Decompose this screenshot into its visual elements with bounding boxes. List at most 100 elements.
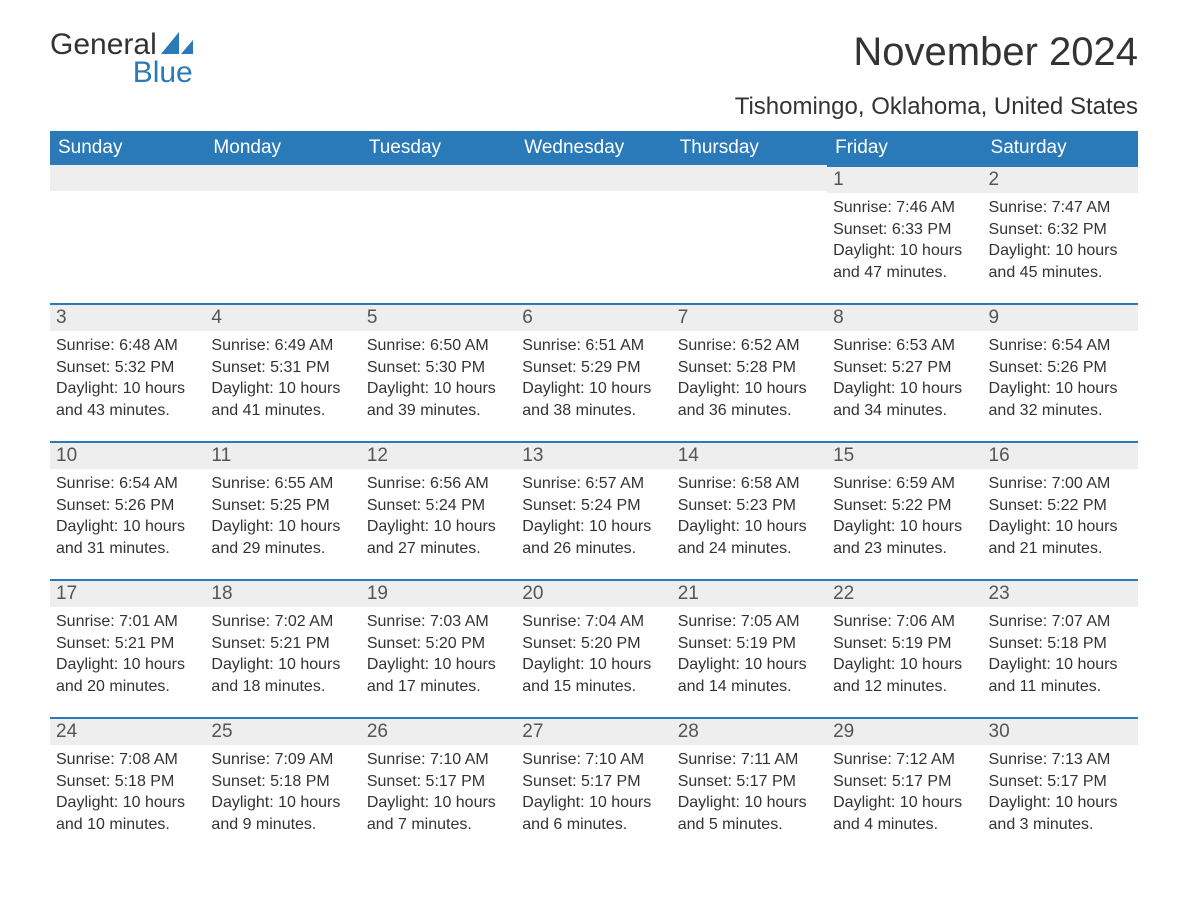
day-cell: 8Sunrise: 6:53 AMSunset: 5:27 PMDaylight…: [827, 303, 982, 441]
logo: General Blue: [50, 30, 193, 88]
daylight-text: Daylight: 10 hours and 39 minutes.: [367, 378, 510, 421]
day-cell: 12Sunrise: 6:56 AMSunset: 5:24 PMDayligh…: [361, 441, 516, 579]
sunset-text: Sunset: 6:33 PM: [833, 219, 976, 241]
empty-cell: [50, 165, 205, 303]
day-details: Sunrise: 7:05 AMSunset: 5:19 PMDaylight:…: [672, 607, 827, 701]
sunrise-text: Sunrise: 7:02 AM: [211, 611, 354, 633]
day-cell: 9Sunrise: 6:54 AMSunset: 5:26 PMDaylight…: [983, 303, 1138, 441]
daylight-text: Daylight: 10 hours and 31 minutes.: [56, 516, 199, 559]
calendar-head: SundayMondayTuesdayWednesdayThursdayFrid…: [50, 131, 1138, 165]
page-header: General Blue November 2024 Tishomingo, O…: [50, 30, 1138, 121]
sunrise-text: Sunrise: 7:05 AM: [678, 611, 821, 633]
sunset-text: Sunset: 5:18 PM: [989, 633, 1132, 655]
sunset-text: Sunset: 5:27 PM: [833, 357, 976, 379]
sunrise-text: Sunrise: 6:56 AM: [367, 473, 510, 495]
week-row: 24Sunrise: 7:08 AMSunset: 5:18 PMDayligh…: [50, 717, 1138, 855]
empty-daynum-bar: [205, 165, 360, 191]
day-details: Sunrise: 6:53 AMSunset: 5:27 PMDaylight:…: [827, 331, 982, 425]
sunrise-text: Sunrise: 7:10 AM: [522, 749, 665, 771]
weekday-row: SundayMondayTuesdayWednesdayThursdayFrid…: [50, 131, 1138, 165]
daylight-text: Daylight: 10 hours and 15 minutes.: [522, 654, 665, 697]
day-number: 30: [983, 717, 1138, 745]
sunrise-text: Sunrise: 7:47 AM: [989, 197, 1132, 219]
sunset-text: Sunset: 5:17 PM: [678, 771, 821, 793]
sunrise-text: Sunrise: 6:50 AM: [367, 335, 510, 357]
daylight-text: Daylight: 10 hours and 18 minutes.: [211, 654, 354, 697]
sunrise-text: Sunrise: 7:10 AM: [367, 749, 510, 771]
daylight-text: Daylight: 10 hours and 38 minutes.: [522, 378, 665, 421]
sunset-text: Sunset: 5:26 PM: [56, 495, 199, 517]
sunset-text: Sunset: 5:19 PM: [678, 633, 821, 655]
daylight-text: Daylight: 10 hours and 9 minutes.: [211, 792, 354, 835]
day-number: 3: [50, 303, 205, 331]
day-details: Sunrise: 6:52 AMSunset: 5:28 PMDaylight:…: [672, 331, 827, 425]
daylight-text: Daylight: 10 hours and 32 minutes.: [989, 378, 1132, 421]
daylight-text: Daylight: 10 hours and 4 minutes.: [833, 792, 976, 835]
sunset-text: Sunset: 5:18 PM: [56, 771, 199, 793]
weekday-header: Saturday: [983, 131, 1138, 165]
daylight-text: Daylight: 10 hours and 20 minutes.: [56, 654, 199, 697]
sunrise-text: Sunrise: 7:12 AM: [833, 749, 976, 771]
day-details: Sunrise: 6:56 AMSunset: 5:24 PMDaylight:…: [361, 469, 516, 563]
sunset-text: Sunset: 5:20 PM: [522, 633, 665, 655]
daylight-text: Daylight: 10 hours and 45 minutes.: [989, 240, 1132, 283]
logo-word2: Blue: [133, 58, 193, 88]
day-number: 25: [205, 717, 360, 745]
sunset-text: Sunset: 5:22 PM: [989, 495, 1132, 517]
day-cell: 11Sunrise: 6:55 AMSunset: 5:25 PMDayligh…: [205, 441, 360, 579]
sunrise-text: Sunrise: 6:55 AM: [211, 473, 354, 495]
day-number: 21: [672, 579, 827, 607]
day-cell: 28Sunrise: 7:11 AMSunset: 5:17 PMDayligh…: [672, 717, 827, 855]
day-cell: 22Sunrise: 7:06 AMSunset: 5:19 PMDayligh…: [827, 579, 982, 717]
sunset-text: Sunset: 5:17 PM: [367, 771, 510, 793]
sunrise-text: Sunrise: 7:07 AM: [989, 611, 1132, 633]
sunrise-text: Sunrise: 7:46 AM: [833, 197, 976, 219]
sunset-text: Sunset: 5:21 PM: [56, 633, 199, 655]
location-subtitle: Tishomingo, Oklahoma, United States: [735, 93, 1138, 121]
day-number: 16: [983, 441, 1138, 469]
daylight-text: Daylight: 10 hours and 11 minutes.: [989, 654, 1132, 697]
sunset-text: Sunset: 5:17 PM: [522, 771, 665, 793]
day-number: 14: [672, 441, 827, 469]
daylight-text: Daylight: 10 hours and 24 minutes.: [678, 516, 821, 559]
day-details: Sunrise: 6:55 AMSunset: 5:25 PMDaylight:…: [205, 469, 360, 563]
sunrise-text: Sunrise: 7:06 AM: [833, 611, 976, 633]
sunrise-text: Sunrise: 6:54 AM: [56, 473, 199, 495]
sunrise-text: Sunrise: 6:49 AM: [211, 335, 354, 357]
month-title: November 2024: [735, 30, 1138, 75]
weekday-header: Thursday: [672, 131, 827, 165]
day-number: 18: [205, 579, 360, 607]
day-details: Sunrise: 7:07 AMSunset: 5:18 PMDaylight:…: [983, 607, 1138, 701]
daylight-text: Daylight: 10 hours and 34 minutes.: [833, 378, 976, 421]
sunset-text: Sunset: 5:21 PM: [211, 633, 354, 655]
day-number: 27: [516, 717, 671, 745]
day-cell: 19Sunrise: 7:03 AMSunset: 5:20 PMDayligh…: [361, 579, 516, 717]
sunset-text: Sunset: 5:30 PM: [367, 357, 510, 379]
day-details: Sunrise: 7:01 AMSunset: 5:21 PMDaylight:…: [50, 607, 205, 701]
sunrise-text: Sunrise: 7:04 AM: [522, 611, 665, 633]
daylight-text: Daylight: 10 hours and 21 minutes.: [989, 516, 1132, 559]
daylight-text: Daylight: 10 hours and 43 minutes.: [56, 378, 199, 421]
sunrise-text: Sunrise: 6:54 AM: [989, 335, 1132, 357]
day-cell: 6Sunrise: 6:51 AMSunset: 5:29 PMDaylight…: [516, 303, 671, 441]
day-details: Sunrise: 6:48 AMSunset: 5:32 PMDaylight:…: [50, 331, 205, 425]
sunrise-text: Sunrise: 6:53 AM: [833, 335, 976, 357]
sunrise-text: Sunrise: 6:59 AM: [833, 473, 976, 495]
day-cell: 13Sunrise: 6:57 AMSunset: 5:24 PMDayligh…: [516, 441, 671, 579]
day-details: Sunrise: 6:51 AMSunset: 5:29 PMDaylight:…: [516, 331, 671, 425]
weekday-header: Friday: [827, 131, 982, 165]
daylight-text: Daylight: 10 hours and 41 minutes.: [211, 378, 354, 421]
day-details: Sunrise: 7:11 AMSunset: 5:17 PMDaylight:…: [672, 745, 827, 839]
day-cell: 23Sunrise: 7:07 AMSunset: 5:18 PMDayligh…: [983, 579, 1138, 717]
calendar-table: SundayMondayTuesdayWednesdayThursdayFrid…: [50, 131, 1138, 855]
day-details: Sunrise: 6:49 AMSunset: 5:31 PMDaylight:…: [205, 331, 360, 425]
empty-daynum-bar: [672, 165, 827, 191]
weekday-header: Wednesday: [516, 131, 671, 165]
day-cell: 24Sunrise: 7:08 AMSunset: 5:18 PMDayligh…: [50, 717, 205, 855]
day-details: Sunrise: 6:54 AMSunset: 5:26 PMDaylight:…: [50, 469, 205, 563]
sunrise-text: Sunrise: 6:52 AM: [678, 335, 821, 357]
day-cell: 5Sunrise: 6:50 AMSunset: 5:30 PMDaylight…: [361, 303, 516, 441]
sunset-text: Sunset: 5:17 PM: [833, 771, 976, 793]
day-number: 24: [50, 717, 205, 745]
day-cell: 14Sunrise: 6:58 AMSunset: 5:23 PMDayligh…: [672, 441, 827, 579]
